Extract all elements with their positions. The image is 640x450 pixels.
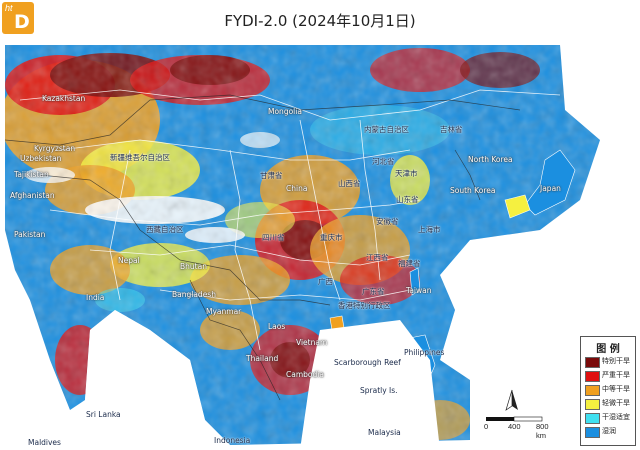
scale-tick-800: 800 km [536, 422, 549, 440]
legend-item: 湿润 [585, 426, 637, 438]
north-arrow-icon [505, 389, 518, 411]
legend-swatch [585, 385, 600, 396]
label-fujian: 福建省 [398, 259, 421, 268]
label-xinjiang: 新疆维吾尔自治区 [110, 153, 170, 162]
label-gansu: 甘肃省 [260, 171, 283, 180]
label-shandong: 山东省 [396, 195, 419, 204]
label-thailand: Thailand [246, 354, 279, 363]
legend-label: 干湿适宜 [602, 413, 630, 421]
label-myanmar: Myanmar [206, 307, 242, 316]
label-hongkong: 香港特别行政区 [338, 301, 391, 310]
legend-title: 图 例 [596, 344, 620, 355]
label-north-korea: North Korea [468, 155, 513, 164]
label-nepal: Nepal [118, 256, 140, 265]
scale-tick-0: 0 [484, 422, 489, 431]
label-mongolia: Mongolia [268, 107, 302, 116]
label-indonesia: Indonesia [214, 436, 251, 445]
legend-item: 轻微干旱 [585, 398, 637, 410]
label-laos: Laos [268, 322, 286, 331]
label-bhutan: Bhutan [180, 262, 207, 271]
label-kazakhstan: Kazakhstan [42, 94, 86, 103]
label-bangladesh: Bangladesh [172, 290, 216, 299]
legend-swatch [585, 357, 600, 368]
label-afghanistan: Afghanistan [10, 191, 55, 200]
legend-swatch [585, 371, 600, 382]
label-malaysia: Malaysia [368, 428, 401, 437]
label-spratly: Spratly Is. [360, 386, 398, 395]
label-guangdong: 广东省 [362, 287, 385, 296]
label-tajikistan: Tajikistan [14, 170, 49, 179]
legend-label: 湿润 [602, 427, 616, 435]
sea-areas [85, 310, 440, 450]
label-pakistan: Pakistan [14, 230, 46, 239]
logo-small-text: ht [5, 3, 13, 13]
label-shanghai: 上海市 [418, 225, 441, 234]
label-india: India [86, 293, 105, 302]
legend-item: 干湿适宜 [585, 412, 637, 424]
label-sichuan: 四川省 [262, 233, 285, 242]
legend-label: 严重干旱 [602, 371, 630, 379]
logo-badge: ht D [2, 2, 34, 34]
legend-item: 严重干旱 [585, 370, 637, 382]
province-borders [19, 89, 561, 351]
legend: 图 例 特别干旱严重干旱中等干旱轻微干旱干湿适宜湿润 [580, 336, 636, 446]
label-hebei: 河北省 [372, 157, 395, 166]
label-cambodia: Cambodia [286, 370, 324, 379]
legend-swatch [585, 427, 600, 438]
label-tibet: 西藏自治区 [146, 225, 184, 234]
legend-label: 轻微干旱 [602, 399, 630, 407]
label-maldives: Maldives [28, 438, 61, 447]
map-title: FYDI-2.0 (2024年10月1日) [224, 12, 416, 30]
label-inner-mongolia: 内蒙古自治区 [364, 125, 409, 134]
legend-item: 特别干旱 [585, 356, 637, 368]
scale-bar [486, 416, 543, 422]
label-vietnam: Vietnam [296, 338, 328, 347]
legend-swatch [585, 399, 600, 410]
logo-big-letter: D [14, 11, 30, 33]
label-shanxi: 山西省 [338, 179, 361, 188]
legend-item: 中等干旱 [585, 384, 637, 396]
label-srilanka: Sri Lanka [86, 410, 121, 419]
label-anhui: 安徽省 [376, 217, 399, 226]
label-chongqing: 重庆市 [320, 233, 343, 242]
label-jiangxi: 江西省 [366, 253, 389, 262]
label-china: China [286, 184, 308, 193]
scale-tick-400: 400 [508, 422, 521, 431]
label-taiwan: Taiwan [406, 286, 432, 295]
label-guangxi: 广西 [318, 277, 333, 286]
label-south-korea: South Korea [450, 186, 496, 195]
label-tianjin: 天津市 [395, 169, 418, 178]
label-jilin: 吉林省 [440, 125, 463, 134]
label-philippines: Philippines [404, 348, 445, 357]
label-uzbekistan: Uzbekistan [20, 154, 62, 163]
label-scarborough: Scarborough Reef [334, 358, 401, 367]
legend-swatch [585, 413, 600, 424]
label-japan: Japan [540, 184, 561, 193]
legend-label: 特别干旱 [602, 357, 630, 365]
country-borders [4, 94, 521, 401]
label-kyrgyzstan: Kyrgyzstan [34, 144, 76, 153]
legend-label: 中等干旱 [602, 385, 630, 393]
